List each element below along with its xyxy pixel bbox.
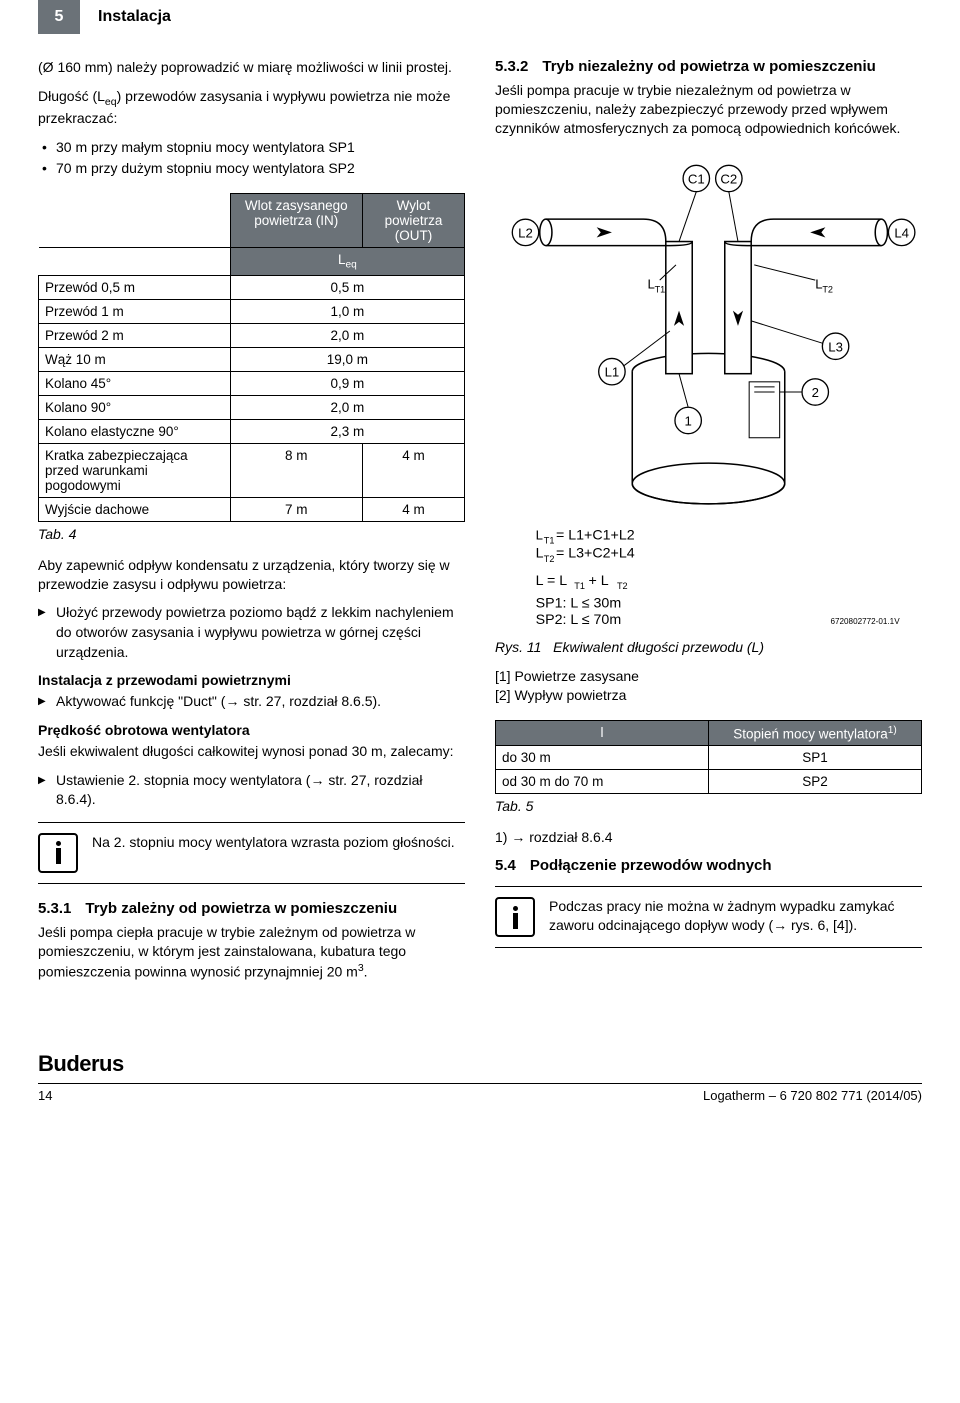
chapter-title: Instalacja [98, 8, 171, 26]
table-cell: 1,0 m [230, 299, 464, 323]
table-cell: 4 m [362, 497, 464, 521]
paragraph: (Ø 160 mm) należy poprowadzić w miarę mo… [38, 58, 465, 77]
svg-text:L = L: L = L [536, 573, 568, 589]
legend-item: [2] Wypływ powietrza [495, 686, 922, 706]
table-cell: Przewód 0,5 m [39, 275, 231, 299]
svg-text:L: L [536, 527, 543, 542]
list-item: 30 m przy małym stopniu mocy wentylatora… [38, 138, 465, 158]
table-cell: SP2 [709, 770, 922, 794]
paragraph: Długość (Leq) przewodów zasysania i wypł… [38, 87, 465, 128]
info-text: Na 2. stopniu mocy wentylatora wzrasta p… [92, 833, 455, 873]
info-text: Podczas pracy nie można w żadnym wypadku… [549, 897, 922, 937]
page-number: 14 [38, 1088, 52, 1103]
table-cell: Przewód 1 m [39, 299, 231, 323]
svg-text:C2: C2 [720, 171, 737, 186]
info-icon [495, 897, 535, 937]
table-cell: 0,5 m [230, 275, 464, 299]
action-list: Ustawienie 2. stopnia mocy wentylatora (… [38, 771, 465, 810]
brand-logo: Buderus [38, 1051, 922, 1077]
table-cell: Kolano 90° [39, 395, 231, 419]
info-box: Podczas pracy nie można w żadnym wypadku… [495, 886, 922, 948]
chapter-number: 5 [38, 0, 80, 34]
svg-text:T2: T2 [822, 284, 833, 294]
svg-text:T1: T1 [544, 535, 555, 545]
svg-text:L: L [536, 545, 544, 561]
svg-text:T1: T1 [655, 284, 666, 294]
footnote: 1) → rozdział 8.6.4 [495, 828, 922, 847]
svg-text:1: 1 [684, 413, 691, 428]
list-item: Ustawienie 2. stopnia mocy wentylatora (… [38, 771, 465, 810]
doc-ref: Logatherm – 6 720 802 771 (2014/05) [703, 1088, 922, 1103]
table-cell: 0,9 m [230, 371, 464, 395]
diagram-svg: C1 C2 L2 L4 L1 L3 1 [495, 148, 922, 626]
right-column: 5.3.2Tryb niezależny od powietrza w pomi… [495, 58, 922, 991]
section-title: 5.4Podłączenie przewodów wodnych [495, 857, 922, 874]
table-cell: Kratka zabezpieczająca przed warunkami p… [39, 443, 231, 497]
list-item: 70 m przy dużym stopniu mocy wentylatora… [38, 159, 465, 179]
info-icon [38, 833, 78, 873]
footer: 14 Logatherm – 6 720 802 771 (2014/05) [38, 1083, 922, 1103]
svg-text:+ L: + L [589, 573, 609, 589]
table-cell: 8 m [230, 443, 362, 497]
legend: [1] Powietrze zasysane [2] Wypływ powiet… [495, 667, 922, 706]
subheading: Prędkość obrotowa wentylatora [38, 722, 465, 738]
left-column: (Ø 160 mm) należy poprowadzić w miarę mo… [38, 58, 465, 991]
page: 5 Instalacja (Ø 160 mm) należy poprowadz… [0, 0, 960, 1123]
paragraph: Aby zapewnić odpływ kondensatu z urządze… [38, 556, 465, 594]
action-list: Aktywować funkcję "Duct" (→ str. 27, roz… [38, 692, 465, 712]
svg-text:L4: L4 [894, 225, 909, 240]
svg-text:T2: T2 [544, 553, 555, 563]
svg-text:T2: T2 [617, 581, 628, 591]
svg-text:= L3+C2+L4: = L3+C2+L4 [556, 545, 635, 561]
table-cell: SP1 [709, 746, 922, 770]
section-title: 5.3.1Tryb zależny od powietrza w pomiesz… [38, 900, 465, 917]
diagram: C1 C2 L2 L4 L1 L3 1 [495, 148, 922, 629]
list-item: Ułożyć przewody powietrza poziomo bądź z… [38, 603, 465, 662]
table-cell: 19,0 m [230, 347, 464, 371]
svg-text:T1: T1 [574, 581, 585, 591]
table-cell: 4 m [362, 443, 464, 497]
table-caption: Tab. 4 [38, 526, 465, 542]
svg-text:SP2: L ≤ 70m: SP2: L ≤ 70m [536, 611, 622, 625]
table-header: Stopień mocy wentylatora1) [709, 720, 922, 746]
table-cell: od 30 m do 70 m [496, 770, 709, 794]
svg-text:L2: L2 [518, 225, 533, 240]
table-cell: 2,3 m [230, 419, 464, 443]
table-cell: Kolano 45° [39, 371, 231, 395]
table-fan-speed: l Stopień mocy wentylatora1) do 30 mSP1 … [495, 720, 922, 795]
table-cell: Wyjście dachowe [39, 497, 231, 521]
table-cell: Kolano elastyczne 90° [39, 419, 231, 443]
table-cell: 2,0 m [230, 395, 464, 419]
table-cell: Przewód 2 m [39, 323, 231, 347]
bullet-list: 30 m przy małym stopniu mocy wentylatora… [38, 138, 465, 179]
svg-text:L3: L3 [828, 339, 843, 354]
svg-text:2: 2 [812, 385, 819, 400]
label-c1: C1 [688, 171, 705, 186]
paragraph: Jeśli pompa pracuje w trybie niezależnym… [495, 81, 922, 138]
svg-text:= L1+C1+L2: = L1+C1+L2 [556, 527, 635, 543]
svg-text:6720802772-01.1V: 6720802772-01.1V [830, 616, 900, 625]
table-cell: do 30 m [496, 746, 709, 770]
table-header: l [496, 720, 709, 746]
action-list: Ułożyć przewody powietrza poziomo bądź z… [38, 603, 465, 662]
svg-text:SP1: L ≤ 30m: SP1: L ≤ 30m [536, 595, 622, 611]
info-box: Na 2. stopniu mocy wentylatora wzrasta p… [38, 822, 465, 884]
paragraph: Jeśli ekwiwalent długości całkowitej wyn… [38, 742, 465, 761]
table-cell: 7 m [230, 497, 362, 521]
table-header: Wylot powietrza (OUT) [362, 193, 464, 247]
chapter-header: 5 Instalacja [38, 0, 922, 34]
list-item: Aktywować funkcję "Duct" (→ str. 27, roz… [38, 692, 465, 712]
table-cell: Wąż 10 m [39, 347, 231, 371]
table-header: Wlot zasysanego powietrza (IN) [230, 193, 362, 247]
table-cell: 2,0 m [230, 323, 464, 347]
legend-item: [1] Powietrze zasysane [495, 667, 922, 687]
table-leq: Wlot zasysanego powietrza (IN) Wylot pow… [38, 193, 465, 522]
figure-caption: Rys. 11 Ekwiwalent długości przewodu (L) [495, 639, 922, 655]
section-title: 5.3.2Tryb niezależny od powietrza w pomi… [495, 58, 922, 75]
subheading: Instalacja z przewodami powietrznymi [38, 672, 465, 688]
svg-text:L1: L1 [605, 364, 620, 379]
table-header: Leq [230, 247, 464, 275]
table-caption: Tab. 5 [495, 798, 922, 814]
paragraph: Jeśli pompa ciepła pracuje w trybie zale… [38, 923, 465, 981]
